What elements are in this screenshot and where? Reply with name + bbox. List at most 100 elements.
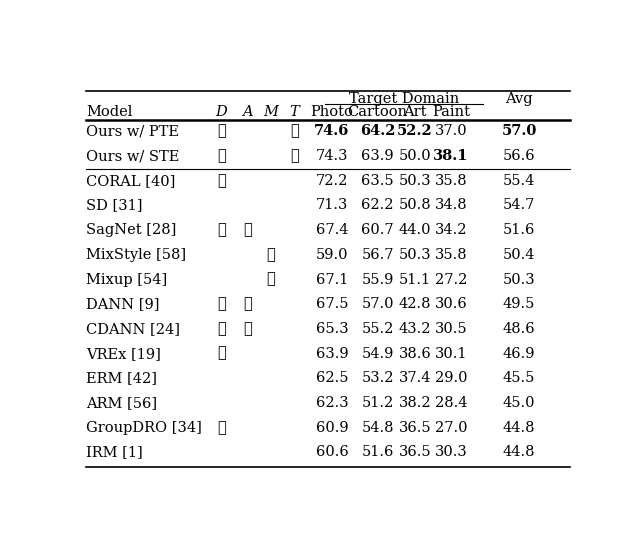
Text: A: A (243, 105, 253, 118)
Text: ✓: ✓ (217, 322, 226, 336)
Text: 51.1: 51.1 (399, 273, 431, 286)
Text: ✓: ✓ (217, 297, 226, 311)
Text: 63.9: 63.9 (316, 347, 348, 361)
Text: ✓: ✓ (217, 174, 226, 188)
Text: Art: Art (403, 105, 426, 118)
Text: ✓: ✓ (267, 248, 275, 262)
Text: 72.2: 72.2 (316, 174, 348, 188)
Text: 38.2: 38.2 (399, 396, 431, 410)
Text: 54.9: 54.9 (362, 347, 394, 361)
Text: 50.3: 50.3 (399, 174, 431, 188)
Text: 51.2: 51.2 (362, 396, 394, 410)
Text: 43.2: 43.2 (399, 322, 431, 336)
Text: 44.0: 44.0 (399, 223, 431, 237)
Text: 63.5: 63.5 (362, 174, 394, 188)
Text: M: M (264, 105, 278, 118)
Text: Mixup [54]: Mixup [54] (86, 273, 167, 286)
Text: 44.8: 44.8 (502, 445, 535, 460)
Text: 52.2: 52.2 (397, 124, 433, 138)
Text: 29.0: 29.0 (435, 371, 467, 385)
Text: 53.2: 53.2 (362, 371, 394, 385)
Text: 50.3: 50.3 (399, 248, 431, 262)
Text: 42.8: 42.8 (399, 297, 431, 311)
Text: MixStyle [58]: MixStyle [58] (86, 248, 186, 262)
Text: 50.3: 50.3 (502, 273, 535, 286)
Text: D: D (216, 105, 227, 118)
Text: 67.4: 67.4 (316, 223, 348, 237)
Text: Photo: Photo (310, 105, 353, 118)
Text: SagNet [28]: SagNet [28] (86, 223, 177, 237)
Text: 56.7: 56.7 (362, 248, 394, 262)
Text: 37.4: 37.4 (399, 371, 431, 385)
Text: SD [31]: SD [31] (86, 199, 143, 212)
Text: 27.0: 27.0 (435, 421, 467, 435)
Text: GroupDRO [34]: GroupDRO [34] (86, 421, 202, 435)
Text: 36.5: 36.5 (399, 421, 431, 435)
Text: 50.8: 50.8 (399, 199, 431, 212)
Text: Target Domain: Target Domain (349, 92, 459, 106)
Text: 48.6: 48.6 (502, 322, 535, 336)
Text: 30.6: 30.6 (435, 297, 467, 311)
Text: Cartoon: Cartoon (348, 105, 408, 118)
Text: 57.0: 57.0 (362, 297, 394, 311)
Text: Model: Model (86, 105, 132, 118)
Text: Avg: Avg (505, 92, 532, 106)
Text: 35.8: 35.8 (435, 248, 467, 262)
Text: ARM [56]: ARM [56] (86, 396, 157, 410)
Text: ✓: ✓ (217, 223, 226, 237)
Text: 35.8: 35.8 (435, 174, 467, 188)
Text: 62.2: 62.2 (362, 199, 394, 212)
Text: 67.5: 67.5 (316, 297, 348, 311)
Text: 74.3: 74.3 (316, 149, 348, 163)
Text: 60.7: 60.7 (362, 223, 394, 237)
Text: ✓: ✓ (217, 421, 226, 435)
Text: 55.9: 55.9 (362, 273, 394, 286)
Text: ✓: ✓ (243, 297, 252, 311)
Text: 38.6: 38.6 (399, 347, 431, 361)
Text: 28.4: 28.4 (435, 396, 467, 410)
Text: Ours w/ STE: Ours w/ STE (86, 149, 179, 163)
Text: 30.5: 30.5 (435, 322, 467, 336)
Text: 62.3: 62.3 (316, 396, 348, 410)
Text: ✓: ✓ (217, 149, 226, 163)
Text: Ours w/ PTE: Ours w/ PTE (86, 124, 179, 138)
Text: IRM [1]: IRM [1] (86, 445, 143, 460)
Text: ✓: ✓ (267, 273, 275, 286)
Text: 45.0: 45.0 (502, 396, 535, 410)
Text: DANN [9]: DANN [9] (86, 297, 159, 311)
Text: 45.5: 45.5 (503, 371, 535, 385)
Text: 49.5: 49.5 (503, 297, 535, 311)
Text: ✓: ✓ (217, 347, 226, 361)
Text: 55.2: 55.2 (362, 322, 394, 336)
Text: 59.0: 59.0 (316, 248, 348, 262)
Text: 50.4: 50.4 (502, 248, 535, 262)
Text: 54.7: 54.7 (503, 199, 535, 212)
Text: 60.9: 60.9 (316, 421, 348, 435)
Text: CDANN [24]: CDANN [24] (86, 322, 180, 336)
Text: ✓: ✓ (290, 149, 299, 163)
Text: ERM [42]: ERM [42] (86, 371, 157, 385)
Text: 46.9: 46.9 (502, 347, 535, 361)
Text: 34.2: 34.2 (435, 223, 467, 237)
Text: 55.4: 55.4 (503, 174, 535, 188)
Text: 34.8: 34.8 (435, 199, 467, 212)
Text: 56.6: 56.6 (502, 149, 535, 163)
Text: 37.0: 37.0 (435, 124, 467, 138)
Text: 63.9: 63.9 (362, 149, 394, 163)
Text: 27.2: 27.2 (435, 273, 467, 286)
Text: 51.6: 51.6 (503, 223, 535, 237)
Text: 57.0: 57.0 (501, 124, 537, 138)
Text: 51.6: 51.6 (362, 445, 394, 460)
Text: T: T (289, 105, 299, 118)
Text: 50.0: 50.0 (399, 149, 431, 163)
Text: 71.3: 71.3 (316, 199, 348, 212)
Text: 60.6: 60.6 (316, 445, 348, 460)
Text: 30.1: 30.1 (435, 347, 467, 361)
Text: 62.5: 62.5 (316, 371, 348, 385)
Text: ✓: ✓ (217, 124, 226, 138)
Text: ✓: ✓ (243, 223, 252, 237)
Text: 65.3: 65.3 (316, 322, 348, 336)
Text: 67.1: 67.1 (316, 273, 348, 286)
Text: 74.6: 74.6 (314, 124, 349, 138)
Text: 38.1: 38.1 (433, 149, 468, 163)
